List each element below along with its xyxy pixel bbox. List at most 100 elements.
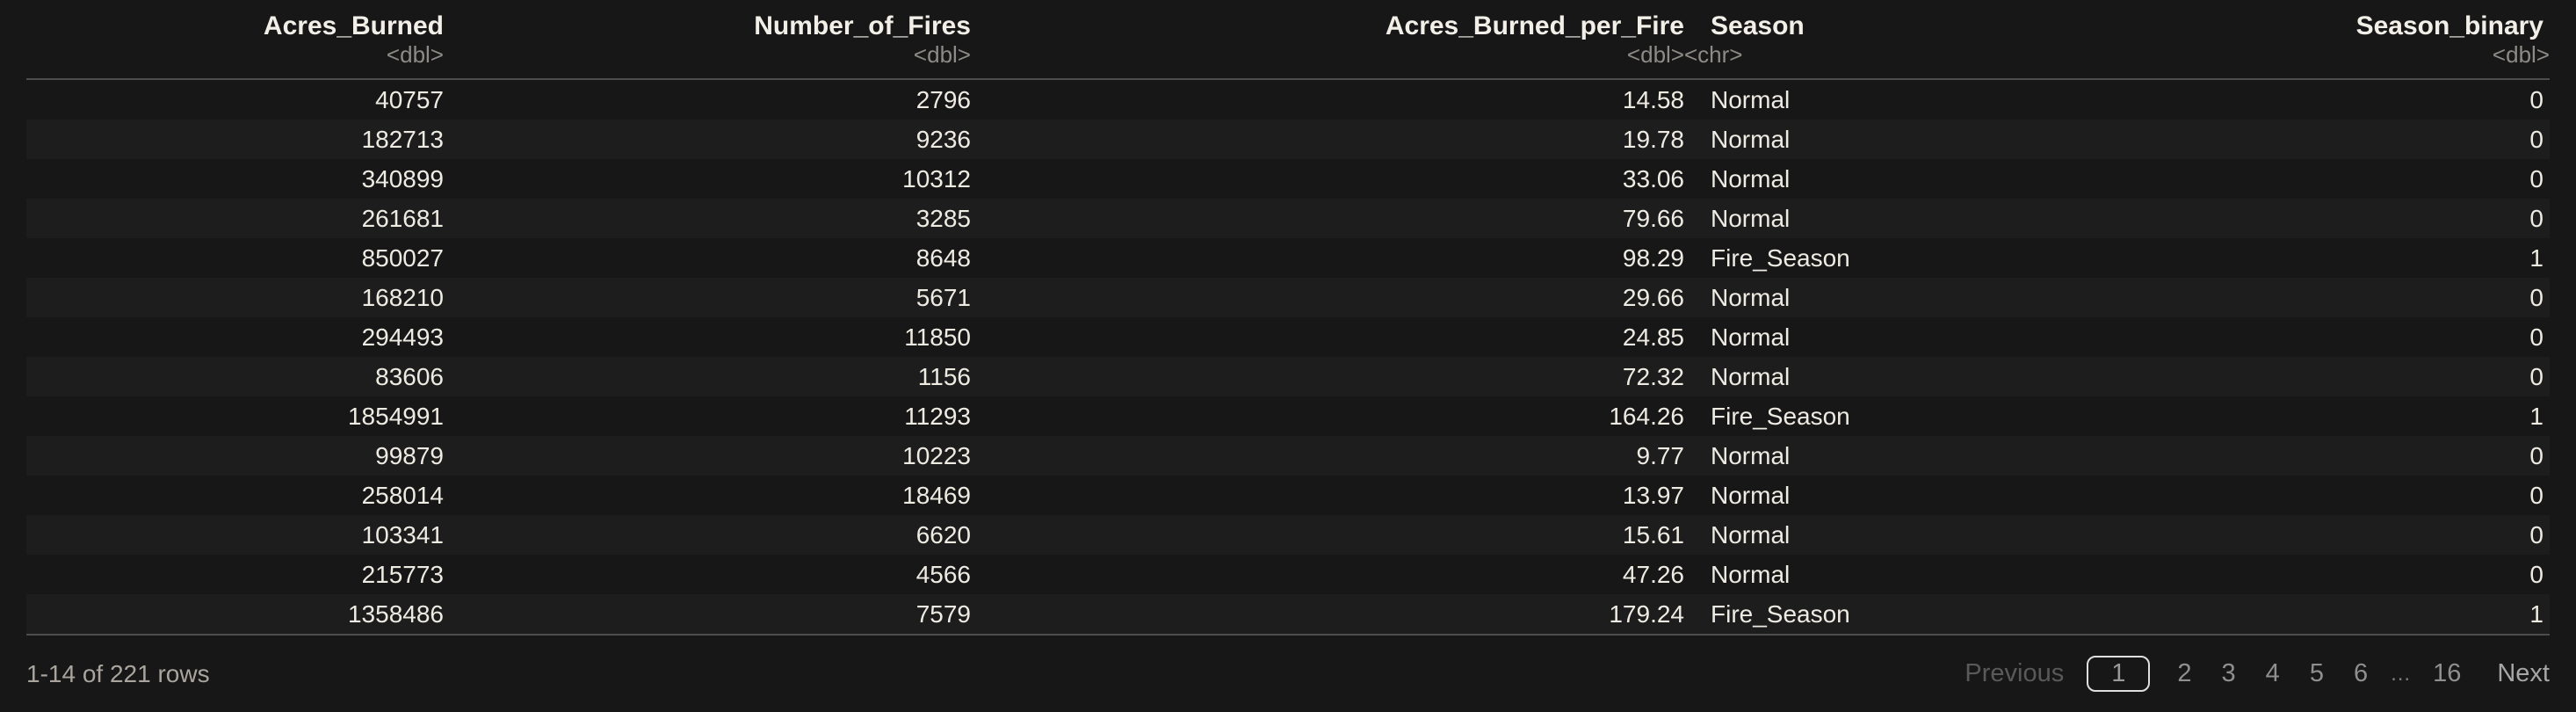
cell-Season: Fire_Season	[1684, 594, 2071, 636]
column-name-row: Acres_Burned Number_of_Fires Acres_Burned_…	[26, 0, 2550, 41]
cell-Acres_Burned_per_Fire: 164.26	[1609, 402, 1684, 430]
cell-Number_of_Fires: 7579	[444, 594, 971, 636]
cell-Number_of_Fires: 3285	[915, 204, 971, 232]
page-button-16[interactable]: 16	[2433, 659, 2462, 687]
cell-Season_binary: 0	[2529, 481, 2543, 509]
cell-Season: Normal	[1711, 164, 1791, 193]
cell-Acres_Burned_per_Fire: 179.24	[971, 594, 1684, 636]
table-row: 1854991 11293 164.26 Fire_Season 1	[26, 396, 2550, 436]
page-ellipsis: …	[2390, 661, 2412, 686]
cell-Acres_Burned_per_Fire: 98.29	[1622, 243, 1684, 272]
cell-Season_binary: 1	[2529, 243, 2543, 272]
cell-Season: Normal	[1711, 520, 1791, 549]
next-page-button[interactable]: Next	[2497, 659, 2550, 687]
table-footer: 1-14 of 221 rows Previous 1 2 3 4 5 6 … 16 Next	[0, 636, 2576, 712]
column-type-Acres_Burned: <dbl>	[26, 41, 444, 80]
table-body: 40757 2796 14.58 Normal 0 182713 9236 19.78 Norm…	[26, 79, 2550, 636]
cell-Acres_Burned: 103341	[361, 520, 444, 549]
cell-Season: Normal	[1711, 125, 1791, 153]
table-row: 83606 1156 72.32 Normal 0	[26, 357, 2550, 396]
cell-Season: Normal	[1711, 283, 1791, 311]
page-button-3[interactable]: 3	[2221, 659, 2236, 687]
page-button-2[interactable]: 2	[2177, 659, 2192, 687]
cell-Season_binary: 0	[2529, 164, 2543, 193]
cell-Number_of_Fires: 8648	[915, 243, 971, 272]
column-type-Season: <chr>	[1684, 41, 2071, 80]
cell-Acres_Burned: 1358486	[26, 594, 444, 636]
cell-Season: Normal	[1711, 441, 1791, 469]
cell-Number_of_Fires: 11850	[904, 323, 971, 351]
column-type-Acres_Burned_per_Fire: <dbl>	[971, 41, 1684, 80]
table-row: 215773 4566 47.26 Normal 0	[26, 555, 2550, 594]
row-range-label: 1-14 of 221 rows	[26, 659, 210, 687]
cell-Number_of_Fires: 1156	[917, 362, 971, 390]
cell-Season: Normal	[1711, 85, 1791, 113]
cell-Acres_Burned_per_Fire: 13.97	[1622, 481, 1684, 509]
column-header-Acres_Burned: Acres_Burned	[263, 11, 444, 40]
cell-Season: Normal	[1711, 560, 1791, 588]
table-row: 103341 6620 15.61 Normal 0	[26, 515, 2550, 555]
column-header-Season: Season	[1711, 11, 1805, 40]
cell-Acres_Burned_per_Fire: 15.61	[1622, 520, 1684, 549]
cell-Season_binary: 1	[2529, 402, 2543, 430]
column-header-Season_binary: Season_binary	[2355, 11, 2543, 40]
cell-Acres_Burned: 83606	[375, 362, 444, 390]
cell-Season_binary: 0	[2529, 441, 2543, 469]
table-container: Acres_Burned Number_of_Fires Acres_Burned_…	[26, 0, 2550, 636]
cell-Season: Normal	[1711, 481, 1791, 509]
cell-Number_of_Fires: 2796	[915, 85, 971, 113]
cell-Season_binary: 0	[2529, 520, 2543, 549]
cell-Acres_Burned_per_Fire: 47.26	[1622, 560, 1684, 588]
cell-Acres_Burned: 99879	[375, 441, 444, 469]
cell-Season: Normal	[1711, 323, 1791, 351]
cell-Number_of_Fires: 9236	[915, 125, 971, 153]
cell-Number_of_Fires: 10312	[902, 164, 971, 193]
table-row: 40757 2796 14.58 Normal 0	[26, 79, 2550, 120]
cell-Season: Fire_Season	[1711, 243, 1850, 272]
page-button-6[interactable]: 6	[2353, 659, 2369, 687]
cell-Season: Normal	[1711, 204, 1791, 232]
cell-Season: Normal	[1711, 362, 1791, 390]
cell-Number_of_Fires: 11293	[904, 402, 971, 430]
previous-page-button[interactable]: Previous	[1965, 659, 2065, 687]
cell-Acres_Burned: 258014	[361, 481, 444, 509]
page-button-5[interactable]: 5	[2309, 659, 2324, 687]
cell-Number_of_Fires: 6620	[915, 520, 971, 549]
column-header-Acres_Burned_per_Fire: Acres_Burned_per_Fire	[1385, 11, 1684, 40]
table-row: 168210 5671 29.66 Normal 0	[26, 278, 2550, 317]
cell-Acres_Burned: 1854991	[347, 402, 444, 430]
page-button-4[interactable]: 4	[2265, 659, 2280, 687]
cell-Number_of_Fires: 4566	[915, 560, 971, 588]
page-button-1[interactable]: 1	[2087, 656, 2151, 692]
cell-Season_binary: 0	[2529, 560, 2543, 588]
column-type-Number_of_Fires: <dbl>	[444, 41, 971, 80]
cell-Season: Fire_Season	[1711, 402, 1850, 430]
column-type-row: <dbl> <dbl> <dbl> <chr> <dbl>	[26, 41, 2550, 80]
cell-Acres_Burned: 850027	[361, 243, 444, 272]
cell-Acres_Burned_per_Fire: 9.77	[1636, 441, 1685, 469]
cell-Acres_Burned_per_Fire: 79.66	[1622, 204, 1684, 232]
cell-Acres_Burned: 261681	[361, 204, 444, 232]
cell-Acres_Burned: 168210	[361, 283, 444, 311]
table-row: 258014 18469 13.97 Normal 0	[26, 476, 2550, 515]
table-row: 182713 9236 19.78 Normal 0	[26, 120, 2550, 159]
table-row: 99879 10223 9.77 Normal 0	[26, 436, 2550, 476]
cell-Season_binary: 0	[2529, 323, 2543, 351]
cell-Season_binary: 0	[2529, 85, 2543, 113]
cell-Acres_Burned_per_Fire: 14.58	[1622, 85, 1684, 113]
pagination: Previous 1 2 3 4 5 6 … 16 Next	[1965, 656, 2550, 692]
cell-Season_binary: 0	[2529, 204, 2543, 232]
table-row: 294493 11850 24.85 Normal 0	[26, 317, 2550, 357]
page-number-list: 1 2 3 4 5 6 … 16	[2087, 656, 2476, 692]
cell-Season_binary: 0	[2529, 362, 2543, 390]
cell-Number_of_Fires: 18469	[902, 481, 971, 509]
cell-Acres_Burned_per_Fire: 24.85	[1622, 323, 1684, 351]
cell-Acres_Burned_per_Fire: 72.32	[1622, 362, 1684, 390]
table-row: 261681 3285 79.66 Normal 0	[26, 199, 2550, 238]
cell-Acres_Burned_per_Fire: 19.78	[1622, 125, 1684, 153]
cell-Acres_Burned: 40757	[375, 85, 444, 113]
table-header: Acres_Burned Number_of_Fires Acres_Burned_…	[26, 0, 2550, 80]
data-table: Acres_Burned Number_of_Fires Acres_Burned_…	[26, 0, 2550, 636]
table-row: 1358486 7579 179.24 Fire_Season 1	[26, 594, 2550, 636]
